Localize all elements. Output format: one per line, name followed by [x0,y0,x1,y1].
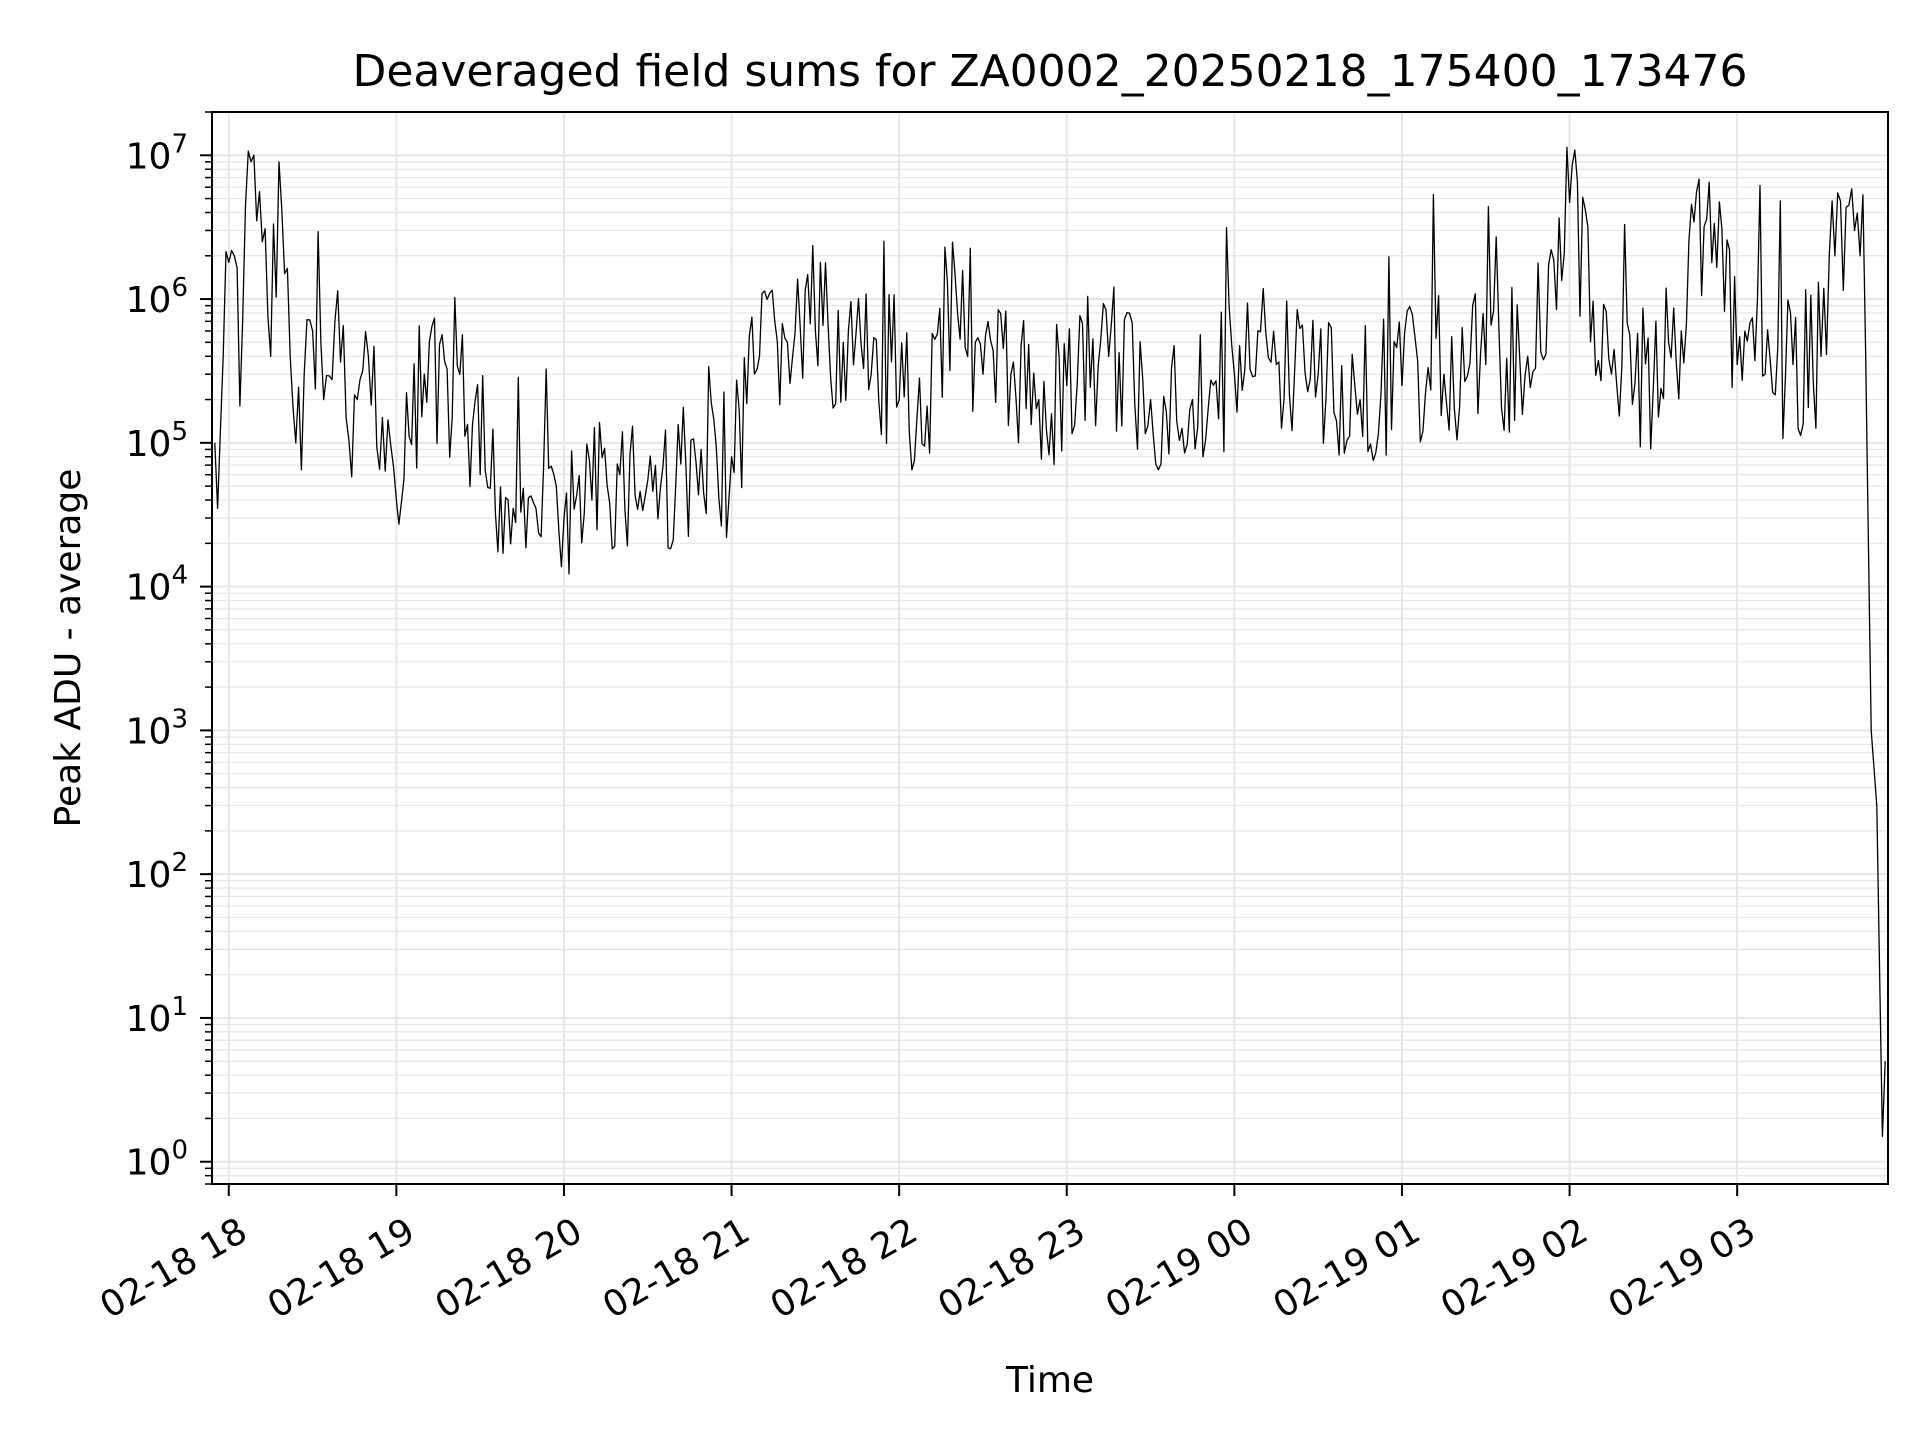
y-tick-label: 107 [126,129,188,177]
y-tick-label: 100 [126,1136,188,1184]
y-tick-label: 104 [126,561,188,609]
y-tick-label: 105 [126,417,188,465]
grid [212,111,1888,1185]
y-tick-label: 102 [126,848,188,896]
y-axis: 100 101 102 103 104 105 106 107 [126,111,212,1185]
plot-frame [211,111,1889,1185]
plot-line-group [214,146,1886,1138]
y-tick-label: 103 [126,704,188,752]
chart-title: Deaveraged field sums for ZA0002_2025021… [352,46,1747,97]
x-axis-label: Time [1005,1360,1094,1401]
y-tick-label: 106 [126,273,188,321]
y-axis-label: Peak ADU - average [48,469,89,828]
y-tick-label: 101 [126,992,188,1040]
data-series-line [214,146,1886,1138]
